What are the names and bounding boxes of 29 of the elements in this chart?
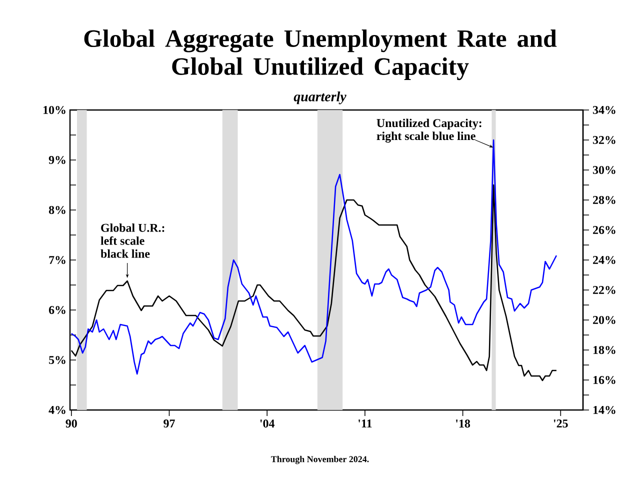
- annotation: Global U.R.: left scale black line: [100, 223, 164, 258]
- y-tick-label: 8%: [48, 206, 66, 214]
- y-tick-label: 7%: [49, 256, 66, 264]
- x-tick-label: 97: [164, 420, 175, 428]
- y-tick-label: 6%: [48, 306, 66, 314]
- text: Through November 2024.: [271, 456, 369, 464]
- y2-tick-label: 22%: [593, 286, 616, 294]
- x-tick-label: '18: [456, 420, 470, 428]
- x-tick-label: '04: [260, 420, 275, 428]
- annotation: Unutilized Capacity: right scale blue line: [376, 118, 482, 143]
- y-tick-label: 5%: [49, 356, 66, 364]
- y2-tick-label: 30%: [592, 166, 616, 174]
- y2-tick-label: 32%: [592, 136, 616, 144]
- chart-subtitle: quarterly: [294, 92, 346, 104]
- y2-tick-label: 24%: [593, 256, 616, 264]
- y2-tick-label: 18%: [593, 346, 616, 354]
- y2-tick-label: 16%: [593, 376, 616, 384]
- chart-title: Global Aggregate Unemployment Rate and Global Unutilized Capacity: [84, 30, 557, 80]
- x-tick-label: '25: [554, 420, 568, 428]
- y-tick-label: 9%: [48, 156, 66, 164]
- y-tick-label: 10%: [44, 106, 66, 114]
- y2-tick-label: 14%: [593, 406, 616, 414]
- y-tick-label: 4%: [48, 406, 66, 414]
- y2-tick-label: 20%: [593, 316, 616, 324]
- x-tick-label: 90: [66, 420, 77, 428]
- y2-tick-label: 26%: [593, 226, 616, 234]
- y2-tick-label: 28%: [593, 196, 616, 204]
- y2-tick-label: 34%: [592, 106, 616, 114]
- x-tick-label: '11: [358, 420, 372, 428]
